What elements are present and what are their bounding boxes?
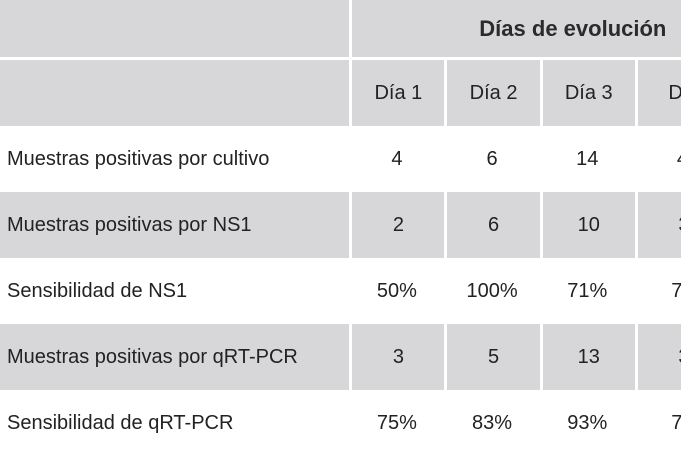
table-cell: 5 — [444, 324, 540, 390]
row-label: Sensibilidad de qRT-PCR — [7, 411, 234, 434]
table-cell: 93% — [567, 411, 608, 434]
table-cell: 2 — [349, 192, 445, 258]
title-corner-cell — [0, 0, 350, 57]
table-cell: 3 — [634, 324, 681, 390]
table-row: Sensibilidad de NS1 50% 100% 71% 75 — [0, 258, 681, 324]
table-cell: 6 — [486, 147, 498, 170]
table-title: Días de evolución — [349, 0, 681, 57]
row-label: Muestras positivas por qRT-PCR — [0, 324, 350, 390]
table-row: Muestras positivas por qRT-PCR 3 5 13 3 — [0, 324, 681, 390]
table-cell: 75% — [376, 411, 417, 434]
table-cell: 3 — [349, 324, 445, 390]
day-header: Día — [634, 57, 681, 126]
table-title-row: Días de evolución — [0, 0, 681, 57]
table-row: Muestras positivas por NS1 2 6 10 3 — [0, 192, 681, 258]
day-header: Día 1 — [349, 57, 445, 126]
table-cell: 100% — [466, 279, 518, 302]
day-header-row: Día 1 Día 2 Día 3 Día — [0, 57, 681, 126]
table-cell: 75 — [671, 411, 681, 434]
table-cell: 3 — [634, 192, 681, 258]
table-row: Muestras positivas por cultivo 4 6 14 4 — [0, 126, 681, 192]
table-cell: 75 — [671, 279, 681, 302]
table-cell: 14 — [576, 147, 599, 170]
table-cell: 83% — [472, 411, 513, 434]
table-cell: 4 — [635, 126, 681, 192]
row-label: Muestras positivas por cultivo — [7, 147, 270, 170]
table-cell: 13 — [539, 324, 635, 390]
table-cell: 10 — [539, 192, 635, 258]
table-cell: 50% — [376, 279, 417, 302]
day-header: Día 3 — [539, 57, 635, 126]
day-header: Día 2 — [444, 57, 540, 126]
row-label: Muestras positivas por NS1 — [0, 192, 350, 258]
table-row: Sensibilidad de qRT-PCR 75% 83% 93% 75 — [0, 390, 681, 456]
table-cell: 6 — [444, 192, 540, 258]
row-label: Sensibilidad de NS1 — [7, 279, 188, 302]
table-cell: 71% — [567, 279, 608, 302]
header-corner-cell — [0, 57, 350, 126]
table-cell: 4 — [391, 147, 403, 170]
